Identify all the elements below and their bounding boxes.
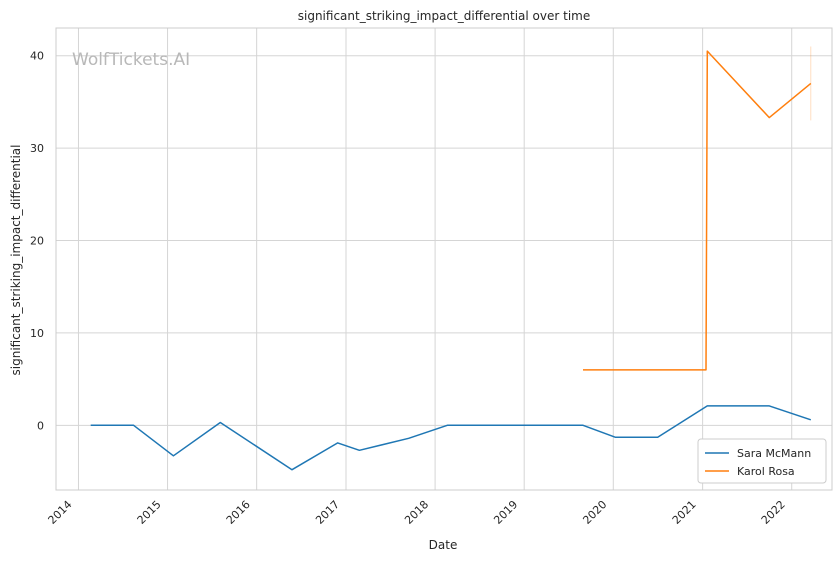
x-tick-label: 2018 [402, 498, 431, 527]
series-line-karol-rosa [583, 50, 812, 371]
series-line-sara-mcmann [90, 405, 812, 471]
plot-area-frame [55, 27, 833, 491]
legend-label-sara-mcmann: Sara McMann [737, 447, 811, 460]
y-axis-label: significant_striking_impact_differential [9, 145, 23, 376]
x-tick-label: 2015 [135, 498, 164, 527]
legend: Sara McMann Karol Rosa [697, 438, 827, 484]
grid [56, 28, 832, 490]
x-axis-label: Date [429, 538, 458, 552]
watermark-text: WolfTickets.AI [72, 50, 190, 70]
series-lines [90, 46, 812, 471]
x-tick-label: 2014 [46, 498, 75, 527]
x-tick-label: 2022 [759, 498, 788, 527]
y-axis-ticks: 0 10 20 30 40 [30, 50, 44, 433]
y-tick-label: 30 [30, 142, 44, 155]
y-tick-label: 0 [37, 419, 44, 432]
legend-box [697, 438, 827, 484]
x-tick-label: 2019 [491, 498, 520, 527]
x-tick-label: 2021 [670, 498, 699, 527]
legend-label-karol-rosa: Karol Rosa [737, 465, 795, 478]
x-tick-label: 2020 [580, 498, 609, 527]
chart-title: significant_striking_impact_differential… [298, 9, 590, 23]
x-tick-label: 2016 [224, 498, 253, 527]
y-tick-label: 40 [30, 50, 44, 63]
x-tick-label: 2017 [313, 498, 342, 527]
x-axis-ticks: 2014 2015 2016 2017 2018 2019 2020 2021 2022 [46, 498, 788, 527]
y-tick-label: 20 [30, 235, 44, 248]
y-tick-label: 10 [30, 327, 44, 340]
